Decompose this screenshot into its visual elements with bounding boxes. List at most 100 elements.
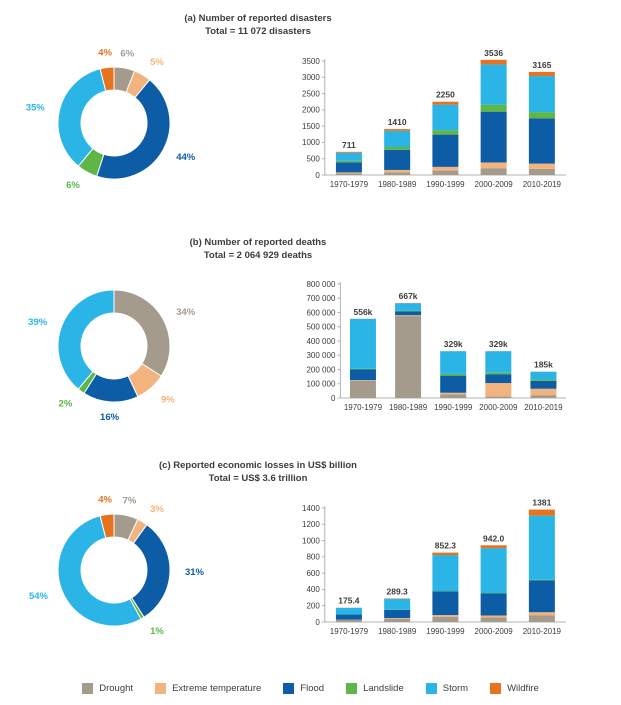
donut-slice-storm bbox=[57, 289, 115, 391]
panel-losses: (c) Reported economic losses in US$ bill… bbox=[0, 459, 621, 659]
x-category-label: 2010-2019 bbox=[523, 180, 562, 189]
bar-segment-extreme_temperature bbox=[480, 615, 507, 618]
donut-label-landslide: 2% bbox=[59, 399, 73, 410]
bar-segment-drought bbox=[480, 167, 507, 175]
panel-losses-body: 7% 3% 31% 1% 54% 4% 0 200 400 600 800 1000 1200 1400… bbox=[0, 488, 621, 659]
bar-total-label: 667k bbox=[399, 291, 418, 301]
donut-slice-storm bbox=[57, 67, 107, 167]
y-tick-label: 600 bbox=[306, 569, 320, 578]
x-category-label: 2000-2009 bbox=[475, 180, 514, 189]
donut-slice-flood bbox=[130, 523, 171, 618]
bar-chart-deaths: 0 100 000 200 000 300 000 400 000 500 000 600 … bbox=[292, 268, 570, 425]
y-tick-label: 1400 bbox=[302, 504, 320, 513]
bar-segment-wildfire bbox=[480, 545, 507, 548]
x-category-label: 1970-1979 bbox=[344, 403, 383, 412]
donut-slice-wildfire bbox=[99, 513, 115, 539]
legend-swatch-drought bbox=[82, 682, 94, 694]
donut-label-extreme_temperature: 3% bbox=[150, 504, 164, 515]
bar-segment-storm bbox=[480, 547, 507, 593]
bar-chart-disasters: 0 500 1000 1500 2000 2500 3000 3500 711 1970-1979… bbox=[292, 45, 570, 202]
bar-segment-wildfire bbox=[432, 101, 459, 105]
bar-segment-extreme_temperature bbox=[432, 166, 459, 171]
bar-segment-drought bbox=[384, 171, 411, 175]
bar-segment-landslide bbox=[335, 160, 362, 162]
bar-segment-storm bbox=[485, 351, 512, 373]
legend: Drought Extreme temperature Flood Landslide… bbox=[0, 682, 621, 694]
bar-segment-flood bbox=[480, 111, 507, 163]
y-tick-label: 0 bbox=[331, 394, 336, 403]
bar-segment-flood bbox=[384, 609, 411, 618]
y-tick-label: 2000 bbox=[302, 105, 320, 114]
bar-segment-drought bbox=[528, 168, 555, 175]
bar-segment-drought bbox=[335, 619, 362, 622]
donut-label-storm: 39% bbox=[28, 317, 48, 328]
y-tick-label: 1500 bbox=[302, 122, 320, 131]
bar-segment-storm bbox=[395, 303, 422, 311]
bar-total-label: 852.3 bbox=[435, 540, 457, 550]
bar-segment-storm bbox=[335, 152, 362, 161]
y-tick-label: 300 000 bbox=[306, 351, 335, 360]
panel-deaths-title: (b) Number of reported deaths bbox=[189, 236, 327, 248]
x-category-label: 1980-1989 bbox=[389, 403, 428, 412]
bar-total-label: 1410 bbox=[388, 117, 407, 127]
bar-segment-drought bbox=[384, 618, 411, 622]
bar-total-label: 2250 bbox=[436, 89, 455, 99]
bar-segment-storm bbox=[432, 104, 459, 130]
x-category-label: 1990-1999 bbox=[426, 627, 465, 636]
bar-segment-storm bbox=[528, 515, 555, 580]
bar-segment-landslide bbox=[349, 368, 376, 370]
y-tick-label: 700 000 bbox=[306, 294, 335, 303]
bar-segment-flood bbox=[335, 614, 362, 620]
bar-total-label: 556k bbox=[353, 307, 372, 317]
bar-segment-drought bbox=[335, 173, 362, 175]
legend-item-extreme_temperature: Extreme temperature bbox=[155, 682, 262, 694]
bar-segment-storm bbox=[528, 75, 555, 112]
panel-deaths: (b) Number of reported deaths Total = 2 … bbox=[0, 236, 621, 436]
bar-segment-landslide bbox=[480, 104, 507, 112]
x-category-label: 1970-1979 bbox=[330, 180, 369, 189]
legend-item-drought: Drought bbox=[82, 682, 133, 694]
bar-segment-extreme_temperature bbox=[480, 162, 507, 168]
donut-label-extreme_temperature: 5% bbox=[150, 56, 164, 67]
legend-swatch-landslide bbox=[346, 682, 358, 694]
y-tick-label: 0 bbox=[315, 618, 320, 627]
bar-segment-extreme_temperature bbox=[349, 380, 376, 382]
x-category-label: 2000-2009 bbox=[479, 403, 518, 412]
bar-total-label: 329k bbox=[444, 339, 463, 349]
y-tick-label: 3500 bbox=[302, 56, 320, 65]
bar-segment-landslide bbox=[395, 310, 422, 312]
legend-label-wildfire: Wildfire bbox=[507, 682, 539, 694]
panel-disasters-body: 6% 5% 44% 6% 35% 4% 0 500 1000 1500 2000 2500 3000 3… bbox=[0, 41, 621, 212]
bar-segment-drought bbox=[528, 615, 555, 622]
y-tick-label: 500 bbox=[306, 154, 320, 163]
panel-losses-subtitle: Total = US$ 3.6 trillion bbox=[208, 473, 308, 485]
x-category-label: 1990-1999 bbox=[434, 403, 473, 412]
panel-disasters-title-block: (a) Number of reported disasters Total =… bbox=[0, 12, 516, 39]
bar-total-label: 3536 bbox=[484, 47, 503, 57]
donut-slice-wildfire bbox=[99, 66, 115, 92]
donut-chart-deaths: 34% 9% 16% 2% 39% bbox=[14, 264, 244, 435]
y-tick-label: 800 bbox=[306, 552, 320, 561]
donut-label-drought: 7% bbox=[123, 495, 137, 506]
bar-total-label: 289.3 bbox=[387, 586, 409, 596]
bar-segment-landslide bbox=[528, 111, 555, 118]
y-tick-label: 800 000 bbox=[306, 280, 335, 289]
bar-segment-flood bbox=[395, 311, 422, 316]
legend-label-extreme_temperature: Extreme temperature bbox=[172, 682, 262, 694]
bar-total-label: 711 bbox=[342, 139, 356, 149]
y-tick-label: 1000 bbox=[302, 536, 320, 545]
bar-segment-flood bbox=[480, 593, 507, 616]
bars-svg: 0 500 1000 1500 2000 2500 3000 3500 711 1970-1979… bbox=[302, 47, 566, 189]
bar-segment-flood bbox=[530, 381, 557, 389]
bar-total-label: 942.0 bbox=[483, 533, 505, 543]
bar-segment-storm bbox=[480, 64, 507, 105]
x-category-label: 1970-1979 bbox=[330, 627, 369, 636]
bar-segment-extreme_temperature bbox=[335, 171, 362, 174]
legend-item-storm: Storm bbox=[425, 682, 468, 694]
bar-segment-drought bbox=[432, 170, 459, 175]
bar-segment-storm bbox=[530, 371, 557, 380]
panel-losses-title: (c) Reported economic losses in US$ bill… bbox=[159, 460, 357, 472]
bar-segment-extreme_temperature bbox=[440, 392, 467, 395]
bar-chart-losses: 0 200 400 600 800 1000 1200 1400 175.4 1970-1979 2… bbox=[292, 492, 570, 649]
